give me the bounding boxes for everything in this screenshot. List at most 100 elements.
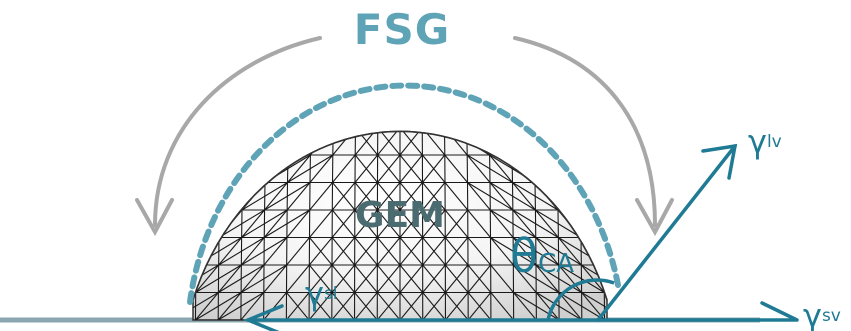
mesh-edge [511,154,514,183]
mesh-edge [444,100,489,128]
mesh-edge [286,264,310,293]
mesh-edge [218,264,265,293]
mesh-edge [356,100,357,128]
mesh-edge [309,209,333,238]
mesh-edge [488,131,491,156]
mesh-edge [443,73,444,101]
mesh-edge [489,209,514,238]
mesh-edge [376,264,401,293]
mesh-edge [377,182,401,211]
mesh-edge [331,182,356,211]
mesh-edge [399,154,423,183]
mesh-edge [512,237,537,266]
mesh-edge [331,237,356,266]
gamma-sv-vector [596,301,799,322]
mesh-edge [400,100,422,128]
mesh-edge [217,264,242,293]
theta-ca-label: θCA [510,229,574,283]
mesh-edge [331,209,356,238]
mesh-edge [217,292,265,320]
mesh-edge [308,292,333,320]
mesh-edge [378,100,400,128]
mesh-edge [263,264,288,293]
mesh-edge [263,209,288,238]
mesh-edge [557,237,582,266]
mesh-edge [467,292,492,320]
mesh-edge [444,154,468,183]
mesh-edge [535,292,560,320]
mesh-edge [400,100,422,128]
mesh-edge [604,292,607,320]
mesh-edge [241,209,288,238]
mesh-edge [422,264,446,293]
mesh-edge [422,292,446,320]
mesh-edge [558,264,583,293]
mesh-edge [241,182,288,211]
mesh-edge [286,209,311,238]
mesh-edge [333,100,356,128]
mesh-edge [195,292,219,320]
gamma-sl-label: γsl [305,275,338,313]
mesh-edge [331,264,356,293]
mesh-edge [264,182,288,211]
mesh-edge [354,209,378,238]
mesh-edge [377,154,401,183]
mesh-edge [285,292,310,320]
mesh-edge [535,264,560,293]
mesh-edge [490,237,514,266]
mesh-edge [308,264,333,293]
mesh-edge [356,73,357,101]
mesh-edge [195,292,242,320]
mesh-edge [354,154,379,183]
mesh-edge [466,100,467,128]
mesh-edge [240,264,287,293]
mesh-edge [466,154,491,183]
right-curved-arrow [513,36,674,237]
mesh-edge [354,292,378,320]
mesh-edge [444,237,469,266]
mesh-edge [218,237,265,266]
mesh-edge [308,237,333,266]
fsg-dashed-outline [187,82,621,305]
mesh-edge [512,209,537,238]
mesh-edge [309,182,333,211]
mesh-edge [263,292,287,320]
mesh-edge [445,292,469,320]
mesh-edge [399,209,423,238]
mesh-edge [513,292,537,320]
mesh-edge [467,237,492,266]
gamma-sv-label: γsv [803,297,841,331]
mesh-edge [489,182,514,211]
mesh-edge [309,154,334,183]
mesh-edge [489,154,513,183]
mesh-edge [286,237,310,266]
droplet-dome [192,73,650,321]
mesh-edge [399,237,424,266]
mesh-edge [331,292,356,320]
mesh-edge [444,182,469,211]
mesh-edge [287,131,312,156]
mesh-edge [287,154,311,183]
mesh-edge [490,292,515,320]
mesh-edge [627,293,650,321]
mesh-edge [490,264,514,293]
mesh-edge [444,100,445,128]
mesh-edge [399,264,424,293]
mesh-edge [286,182,311,211]
mesh-edge [535,237,560,266]
mesh-edge [333,100,334,128]
mesh-edge [240,237,265,266]
mesh-edge [378,100,400,128]
mesh-edge [558,292,583,320]
mesh-edge [376,237,401,266]
mesh-edge [376,292,401,320]
mesh-edge [467,182,491,211]
mesh-edge [422,209,446,238]
mesh-edge [287,154,334,183]
mesh-edge [332,154,356,183]
mesh-edge [240,292,265,320]
mesh-edge [399,182,423,211]
mesh-edge [193,292,219,320]
mesh-edge [354,237,378,266]
